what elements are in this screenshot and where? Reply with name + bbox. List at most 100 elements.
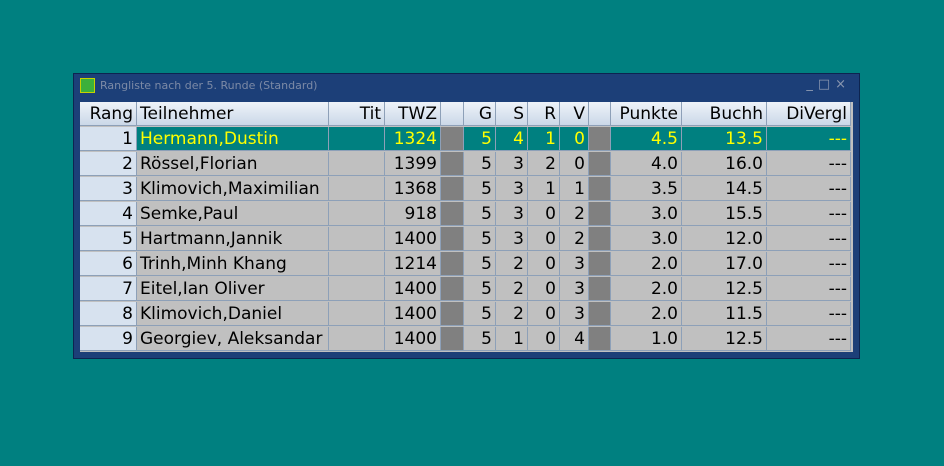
table-cell[interactable]: 15.5 xyxy=(682,202,767,226)
table-cell[interactable]: 17.0 xyxy=(682,252,767,276)
table-cell[interactable]: 2 xyxy=(528,152,560,176)
table-cell[interactable]: 13.5 xyxy=(682,127,767,151)
table-cell[interactable]: --- xyxy=(767,302,851,326)
column-header[interactable]: G xyxy=(464,102,496,126)
table-cell[interactable]: 3 xyxy=(496,177,528,201)
table-cell[interactable]: 7 xyxy=(80,277,137,301)
table-cell[interactable]: 12.0 xyxy=(682,227,767,251)
table-cell[interactable]: 4 xyxy=(560,327,589,351)
table-cell[interactable]: Georgiev, Aleksandar xyxy=(137,327,329,351)
table-cell[interactable]: 6 xyxy=(80,252,137,276)
table-cell[interactable]: --- xyxy=(767,152,851,176)
table-cell[interactable]: Klimovich,Maximilian xyxy=(137,177,329,201)
table-cell[interactable]: 0 xyxy=(560,127,589,151)
table-cell[interactable]: Eitel,Ian Oliver xyxy=(137,277,329,301)
table-cell[interactable]: Trinh,Minh Khang xyxy=(137,252,329,276)
table-cell[interactable]: 3 xyxy=(560,302,589,326)
table-cell[interactable]: 2 xyxy=(496,277,528,301)
table-cell[interactable]: 1 xyxy=(80,127,137,151)
table-cell[interactable]: --- xyxy=(767,127,851,151)
table-cell[interactable]: 2.0 xyxy=(611,302,682,326)
table-cell[interactable]: 0 xyxy=(528,277,560,301)
table-cell[interactable]: 12.5 xyxy=(682,327,767,351)
column-header[interactable]: DiVergl xyxy=(767,102,851,126)
table-cell[interactable]: 3 xyxy=(496,202,528,226)
table-cell[interactable]: 5 xyxy=(464,202,496,226)
table-cell[interactable]: 0 xyxy=(528,202,560,226)
table-cell[interactable]: 3 xyxy=(560,252,589,276)
table-cell[interactable]: 5 xyxy=(464,227,496,251)
table-cell[interactable]: 11.5 xyxy=(682,302,767,326)
column-header[interactable]: V xyxy=(560,102,589,126)
table-cell[interactable]: 2 xyxy=(560,202,589,226)
table-cell[interactable]: 0 xyxy=(528,302,560,326)
table-cell[interactable]: Hartmann,Jannik xyxy=(137,227,329,251)
column-header[interactable]: Tit xyxy=(329,102,385,126)
table-cell[interactable]: 1400 xyxy=(385,302,441,326)
table-cell[interactable]: 3.0 xyxy=(611,202,682,226)
table-cell[interactable]: 0 xyxy=(528,327,560,351)
table-cell[interactable]: 2.0 xyxy=(611,277,682,301)
table-cell[interactable]: 16.0 xyxy=(682,152,767,176)
table-cell[interactable]: 5 xyxy=(464,277,496,301)
table-cell[interactable]: 4 xyxy=(496,127,528,151)
column-header[interactable]: Punkte xyxy=(611,102,682,126)
table-cell[interactable]: 3 xyxy=(496,152,528,176)
window-buttons[interactable]: _□× xyxy=(806,77,851,92)
table-cell[interactable]: 0 xyxy=(528,252,560,276)
table-cell[interactable]: 14.5 xyxy=(682,177,767,201)
table-cell[interactable]: 1 xyxy=(560,177,589,201)
table-cell[interactable]: --- xyxy=(767,252,851,276)
table-cell[interactable]: 3 xyxy=(80,177,137,201)
table-cell[interactable]: 2.0 xyxy=(611,252,682,276)
table-cell[interactable]: 1214 xyxy=(385,252,441,276)
table-cell[interactable]: --- xyxy=(767,277,851,301)
table-cell[interactable]: 5 xyxy=(464,152,496,176)
table-cell[interactable]: 9 xyxy=(80,327,137,351)
table-cell[interactable]: Semke,Paul xyxy=(137,202,329,226)
table-cell[interactable]: 2 xyxy=(496,252,528,276)
column-header[interactable]: R xyxy=(528,102,560,126)
table-cell[interactable]: 3.0 xyxy=(611,227,682,251)
table-cell[interactable]: 1368 xyxy=(385,177,441,201)
table-cell[interactable]: 0 xyxy=(528,227,560,251)
table-cell[interactable]: 5 xyxy=(80,227,137,251)
table-cell[interactable]: Hermann,Dustin xyxy=(137,127,329,151)
table-cell[interactable]: 12.5 xyxy=(682,277,767,301)
table-cell[interactable]: 1324 xyxy=(385,127,441,151)
column-header[interactable]: S xyxy=(496,102,528,126)
table-cell[interactable]: --- xyxy=(767,327,851,351)
table-cell[interactable]: 5 xyxy=(464,302,496,326)
table-cell[interactable]: 1399 xyxy=(385,152,441,176)
table-cell[interactable]: --- xyxy=(767,227,851,251)
table-cell[interactable]: 2 xyxy=(80,152,137,176)
table-cell[interactable]: 4.0 xyxy=(611,152,682,176)
table-cell[interactable]: 1.0 xyxy=(611,327,682,351)
table-cell[interactable]: 1 xyxy=(528,127,560,151)
table-cell[interactable]: 5 xyxy=(464,327,496,351)
table-cell[interactable]: 4 xyxy=(80,202,137,226)
table-cell[interactable]: 2 xyxy=(560,227,589,251)
table-cell[interactable]: 3.5 xyxy=(611,177,682,201)
table-cell[interactable]: 5 xyxy=(464,127,496,151)
table-cell[interactable]: 5 xyxy=(464,177,496,201)
table-cell[interactable]: 1 xyxy=(528,177,560,201)
column-header[interactable]: Buchh xyxy=(682,102,767,126)
table-cell[interactable]: 1 xyxy=(496,327,528,351)
table-cell[interactable]: Klimovich,Daniel xyxy=(137,302,329,326)
table-cell[interactable]: 4.5 xyxy=(611,127,682,151)
table-cell[interactable]: 1400 xyxy=(385,277,441,301)
table-cell[interactable]: 1400 xyxy=(385,327,441,351)
table-cell[interactable]: 918 xyxy=(385,202,441,226)
table-cell[interactable]: 0 xyxy=(560,152,589,176)
table-cell[interactable]: --- xyxy=(767,177,851,201)
column-header[interactable]: Rang xyxy=(80,102,137,126)
column-header[interactable]: Teilnehmer xyxy=(137,102,329,126)
table-cell[interactable]: 5 xyxy=(464,252,496,276)
column-header[interactable]: TWZ xyxy=(385,102,441,126)
table-cell[interactable]: 8 xyxy=(80,302,137,326)
table-cell[interactable]: --- xyxy=(767,202,851,226)
table-cell[interactable]: 1400 xyxy=(385,227,441,251)
table-cell[interactable]: 3 xyxy=(496,227,528,251)
table-cell[interactable]: 3 xyxy=(560,277,589,301)
